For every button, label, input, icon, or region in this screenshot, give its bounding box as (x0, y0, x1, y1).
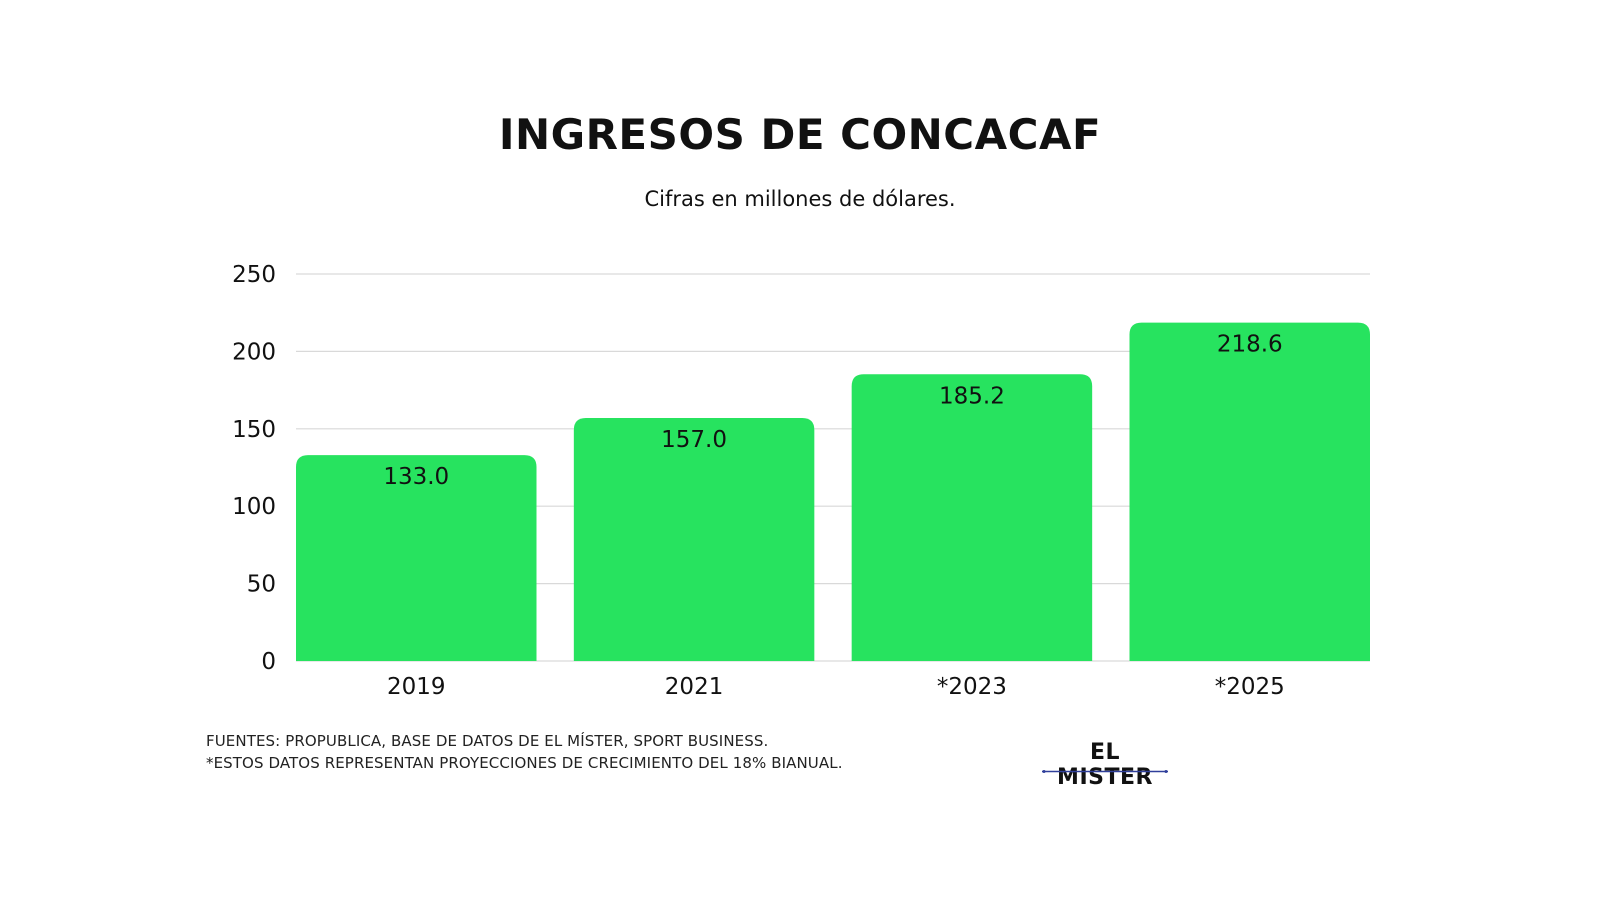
chart-subtitle: Cifras en millones de dólares. (644, 187, 956, 211)
bar-value-label: 157.0 (661, 427, 727, 453)
projection-footnote: *ESTOS DATOS REPRESENTAN PROYECCIONES DE… (206, 754, 843, 772)
bar-value-label: 218.6 (1217, 332, 1283, 358)
el-mister-logo: EL MISTER (1040, 740, 1170, 790)
y-tick-label: 50 (247, 572, 276, 598)
x-tick-label: 2021 (665, 674, 724, 700)
y-tick-label: 250 (232, 262, 276, 288)
logo-wordmark: EL MISTER (1057, 740, 1153, 790)
x-tick-label: 2019 (387, 674, 446, 700)
bar-value-label: 133.0 (383, 464, 449, 490)
y-tick-label: 100 (232, 494, 276, 520)
y-tick-label: 150 (232, 417, 276, 443)
y-tick-label: 200 (232, 339, 276, 365)
bar-2021 (573, 417, 815, 661)
bar-proj-2023 (851, 374, 1093, 661)
x-tick-label: *2023 (937, 674, 1007, 700)
chart-title: INGRESOS DE CONCACAF (498, 110, 1102, 159)
bar-proj-2025 (1129, 322, 1370, 661)
bar-value-label: 185.2 (939, 383, 1005, 409)
logo-underline-icon (1042, 770, 1168, 773)
sources-footnote: FUENTES: PROPUBLICA, BASE DE DATOS DE EL… (206, 732, 769, 750)
bar-2019 (296, 455, 537, 661)
y-tick-label: 0 (261, 649, 276, 675)
x-tick-label: *2025 (1215, 674, 1285, 700)
